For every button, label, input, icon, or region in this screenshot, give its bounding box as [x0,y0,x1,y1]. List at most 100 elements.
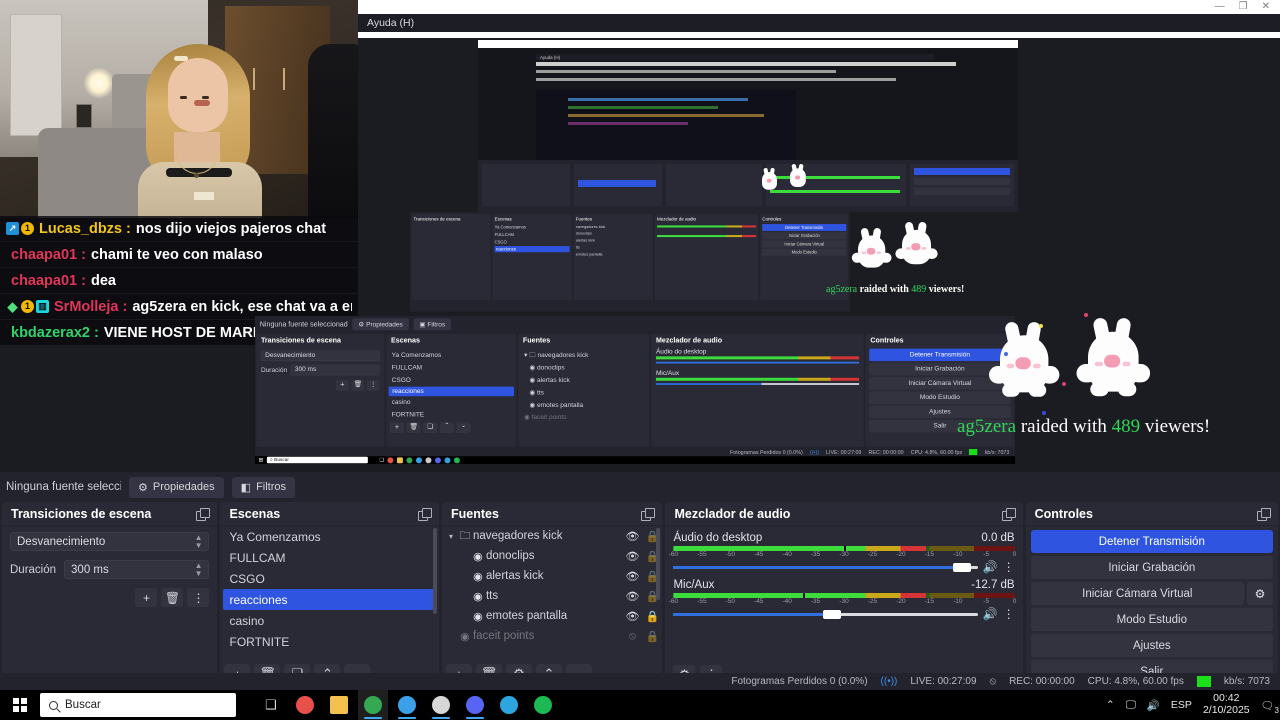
spotify-icon[interactable] [528,690,558,720]
source-item[interactable]: ◉ tts 👁 🔒 [442,586,662,606]
popout-icon[interactable] [641,508,656,521]
badge-gold-icon: 1 [21,222,34,235]
bitrate-label: kb/s: 7073 [1223,676,1270,687]
lock-open-icon[interactable]: 🔒 [645,530,660,543]
maximize-icon[interactable]: ❐ [1238,1,1248,12]
tick-label: -20 [896,551,906,558]
properties-button[interactable]: ⚙ Propiedades [129,476,224,498]
tick-label: -30 [839,598,849,605]
telegram-icon[interactable] [494,690,524,720]
remove-transition-button[interactable]: 🗑 [161,588,184,607]
scene-list[interactable]: Ya Comenzamos FULLCAM CSGO reacciones casino… [220,526,438,662]
lock-open-icon[interactable]: 🔒 [645,630,660,643]
channel-menu-icon[interactable]: ⋮ [1002,560,1015,574]
sources-scrollbar[interactable] [656,528,661,600]
control-button-modo-estudio[interactable]: Modo Estudio [1030,608,1274,631]
transition-select[interactable]: Desvanecimiento ▲ ▼ [10,532,210,551]
sources-body: ▾ 🗀 navegadores kick 👁 🔒 ◉ donoclips 👁 🔒 ◉ alertas… [442,526,662,688]
popout-icon[interactable] [1257,508,1272,521]
mute-icon[interactable]: 🔊 [982,560,998,574]
lock-open-icon[interactable]: 🔒 [645,550,660,563]
obs-icon[interactable] [426,690,456,720]
chat-text: nos dijo viejos pajeros chat [135,220,327,237]
scene-item[interactable]: CSGO [229,571,265,586]
scene-item[interactable]: Ya Comenzamos [229,529,321,544]
search-input[interactable]: Buscar [40,693,236,717]
add-transition-button[interactable]: + [135,588,158,607]
chrome-icon[interactable] [358,690,388,720]
virtual-camera-settings-icon[interactable]: ⚙ [1247,582,1274,605]
discord-icon[interactable] [460,690,490,720]
popout-icon[interactable] [417,508,432,521]
steam-icon[interactable] [392,690,422,720]
copilot-icon-glyph [296,696,314,714]
channel-menu-icon[interactable]: ⋮ [1002,607,1015,621]
control-button-ajustes[interactable]: Ajustes [1030,634,1274,657]
notifications-icon[interactable]: 🗨 3 [1260,699,1279,715]
lamp-glow [84,68,114,98]
eye-icon[interactable]: 👁 [625,530,640,543]
tray-language-indicator[interactable]: ESP [1170,699,1192,711]
app-active-underline [398,717,416,719]
source-item[interactable]: ◉ emotes pantalla 👁 🔒 [442,606,662,626]
slider-knob[interactable] [953,562,972,572]
scenes-scrollbar[interactable] [432,528,437,614]
eye-left [180,96,187,99]
expander-icon[interactable]: ▾ [448,531,453,541]
eye-icon[interactable]: 👁 [625,590,640,603]
source-item[interactable]: ▾ 🗀 navegadores kick 👁 🔒 [442,526,662,546]
duration-input[interactable]: 300 ms ▲ ▼ [64,560,210,579]
virtual-camera-button[interactable]: Iniciar Cámara Virtual [1030,582,1245,605]
transition-menu-button[interactable]: ⋮ [187,588,210,607]
eye-icon[interactable]: 👁 [625,570,640,583]
lock-open-icon[interactable]: 🔒 [645,590,660,603]
channel-header: Mic/Aux -12.7 dB [673,579,1014,591]
volume-slider[interactable]: 🔊 ⋮ [673,560,1015,574]
recursive-frame: Ninguna fuente seleccionad ⚙ Propiedades… [255,316,1015,464]
tick-label: -55 [697,551,707,558]
source-item[interactable]: ◉ donoclips 👁 🔒 [442,546,662,566]
app-active-underline [466,717,484,719]
popout-icon[interactable] [1001,508,1016,521]
scene-item-selected[interactable]: reacciones [223,589,436,610]
control-button-detener-transmisi-n[interactable]: Detener Transmisión [1030,530,1274,553]
window-menubar[interactable]: Ayuda (H) [355,14,1280,32]
filters-button[interactable]: ◧ Filtros [231,476,296,498]
chat-message: chaapa01 : chami te veo con malaso [0,242,358,268]
task-view-icon[interactable]: ❑ [256,690,286,720]
scene-item[interactable]: FULLCAM [229,550,286,565]
source-label: donoclips [485,550,535,562]
minimize-icon[interactable]: — [1214,1,1225,12]
eye-icon[interactable]: 👁 [625,550,640,563]
tray-volume-icon[interactable]: 🔊 [1146,699,1160,712]
volume-slider[interactable]: 🔊 ⋮ [673,607,1015,621]
chevron-updown-icon[interactable]: ▲ ▼ [194,532,203,550]
scene-item[interactable]: FORTNITE [229,634,290,649]
tray-monitor-icon[interactable]: 🖵 [1125,698,1136,711]
source-list[interactable]: ▾ 🗀 navegadores kick 👁 🔒 ◉ donoclips 👁 🔒 ◉ alertas… [442,526,662,662]
lock-closed-icon[interactable]: 🔒 [645,610,660,623]
file-explorer-icon[interactable] [324,690,354,720]
start-button[interactable] [0,690,40,720]
menu-item-ayuda[interactable]: Ayuda (H) [367,17,415,29]
control-button-iniciar-grabaci-n[interactable]: Iniciar Grabación [1030,556,1274,579]
copilot-icon[interactable] [290,690,320,720]
transitions-title: Transiciones de escena [11,506,152,521]
chat-text: chami te veo con malaso [90,246,263,263]
source-item[interactable]: ◉ faceit points ⦸ 🔒 [442,626,662,646]
eye-off-icon[interactable]: ⦸ [628,629,637,642]
source-item[interactable]: ◉ alertas kick 👁 🔒 [442,566,662,586]
chat-message: ↗ 1 Lucas_dbzs : nos dijo viejos pajeros ch… [0,216,358,242]
popout-icon[interactable] [196,508,211,521]
close-icon[interactable]: ✕ [1261,1,1270,12]
tray-chevron-icon[interactable]: ⌃ [1105,699,1115,711]
spinner-icon[interactable]: ▲ ▼ [194,560,203,578]
screen-capture-preview-level3: Ayuda (H) [478,40,1018,212]
scene-item[interactable]: casino [229,613,265,628]
lock-open-icon[interactable]: 🔒 [645,570,660,583]
taskbar-clock[interactable]: 00:42 2/10/2025 [1203,692,1250,717]
slider-knob[interactable] [822,609,841,619]
window-controls[interactable]: — ❐ ✕ [1168,0,1278,14]
eye-icon[interactable]: 👁 [625,610,640,623]
mute-icon[interactable]: 🔊 [982,607,998,621]
